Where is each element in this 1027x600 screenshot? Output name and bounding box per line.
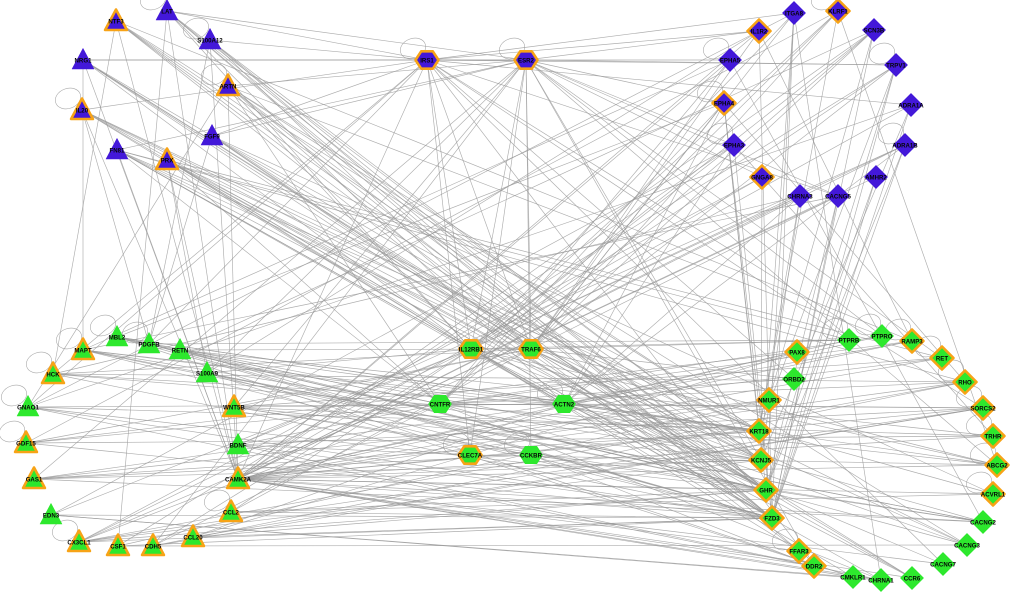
svg-text:KLRF1: KLRF1 bbox=[828, 8, 848, 15]
svg-text:FFAR3: FFAR3 bbox=[789, 548, 809, 555]
svg-text:WNT5B: WNT5B bbox=[223, 404, 245, 411]
svg-text:CHRNA3: CHRNA3 bbox=[787, 193, 813, 200]
svg-text:CACNG7: CACNG7 bbox=[930, 561, 956, 568]
svg-text:NMUR1: NMUR1 bbox=[758, 397, 780, 404]
svg-text:RET: RET bbox=[936, 355, 948, 362]
svg-text:MAPT: MAPT bbox=[74, 347, 92, 354]
svg-text:CDH5: CDH5 bbox=[145, 543, 162, 550]
svg-text:GDF15: GDF15 bbox=[16, 440, 36, 447]
svg-text:CACNG5: CACNG5 bbox=[825, 193, 851, 200]
svg-text:CAMK2A: CAMK2A bbox=[225, 476, 252, 483]
svg-text:CCL20: CCL20 bbox=[183, 534, 203, 541]
svg-text:PTPRO: PTPRO bbox=[872, 333, 893, 340]
svg-text:ITGA8: ITGA8 bbox=[785, 10, 804, 17]
svg-text:IL1R2: IL1R2 bbox=[751, 28, 768, 35]
svg-text:GHR: GHR bbox=[759, 487, 773, 494]
svg-text:CSF1: CSF1 bbox=[110, 543, 126, 550]
svg-text:TRHR: TRHR bbox=[985, 433, 1003, 440]
svg-text:BDNF: BDNF bbox=[230, 442, 247, 449]
svg-text:CLEC7A: CLEC7A bbox=[458, 452, 483, 459]
svg-text:CCL2: CCL2 bbox=[223, 509, 240, 516]
svg-text:GNAO1: GNAO1 bbox=[17, 404, 39, 411]
svg-text:S100A9: S100A9 bbox=[196, 370, 219, 377]
svg-text:PRX: PRX bbox=[161, 157, 174, 164]
svg-text:ADRA1B: ADRA1B bbox=[892, 142, 918, 149]
svg-text:GAS1: GAS1 bbox=[26, 476, 43, 483]
svg-text:SORCS2: SORCS2 bbox=[970, 405, 996, 412]
svg-text:SCN3B: SCN3B bbox=[864, 27, 885, 34]
svg-text:PTPRB: PTPRB bbox=[839, 337, 860, 344]
svg-text:EPHA5: EPHA5 bbox=[720, 57, 741, 64]
svg-text:CCKBR: CCKBR bbox=[520, 452, 543, 459]
svg-text:IL12RB1: IL12RB1 bbox=[459, 346, 484, 353]
svg-text:ACVRL1: ACVRL1 bbox=[981, 491, 1006, 498]
svg-text:DDR2: DDR2 bbox=[806, 563, 823, 570]
svg-text:PDGFB: PDGFB bbox=[138, 341, 160, 348]
svg-text:CACNG2: CACNG2 bbox=[970, 519, 996, 526]
svg-text:ARTN: ARTN bbox=[220, 83, 237, 90]
svg-text:CX3CL1: CX3CL1 bbox=[67, 539, 91, 546]
svg-text:AMHR2: AMHR2 bbox=[865, 174, 887, 181]
svg-text:CMKLR1: CMKLR1 bbox=[840, 574, 866, 581]
svg-text:TRAF6: TRAF6 bbox=[521, 346, 541, 353]
svg-text:LAT: LAT bbox=[161, 8, 173, 15]
svg-text:RETN: RETN bbox=[172, 347, 189, 354]
svg-text:RAMP3: RAMP3 bbox=[901, 338, 923, 345]
svg-text:CACNG3: CACNG3 bbox=[954, 542, 980, 549]
svg-text:CNTFR: CNTFR bbox=[430, 401, 451, 408]
svg-text:FZD3: FZD3 bbox=[764, 515, 780, 522]
svg-text:KCNJ5: KCNJ5 bbox=[751, 457, 772, 464]
svg-text:KRT18: KRT18 bbox=[749, 428, 769, 435]
svg-text:EPHA4: EPHA4 bbox=[714, 100, 735, 107]
svg-text:MBL2: MBL2 bbox=[109, 334, 126, 341]
svg-text:EPHA3: EPHA3 bbox=[724, 142, 745, 149]
svg-text:HCK: HCK bbox=[46, 371, 60, 378]
svg-text:PAX8: PAX8 bbox=[789, 349, 805, 356]
svg-text:ABCG2: ABCG2 bbox=[986, 462, 1008, 469]
svg-text:CCR6: CCR6 bbox=[904, 575, 921, 582]
svg-text:NTF3: NTF3 bbox=[108, 18, 124, 25]
svg-text:RHO: RHO bbox=[958, 379, 972, 386]
svg-text:ORBD2: ORBD2 bbox=[783, 376, 805, 383]
svg-text:FN81: FN81 bbox=[110, 147, 126, 154]
svg-text:ADRA1A: ADRA1A bbox=[898, 102, 924, 109]
svg-text:ACTN2: ACTN2 bbox=[554, 401, 575, 408]
svg-text:ESR2: ESR2 bbox=[518, 57, 535, 64]
svg-text:EDN3: EDN3 bbox=[43, 512, 60, 519]
svg-text:IRS1: IRS1 bbox=[420, 57, 434, 64]
svg-text:CHRNA1: CHRNA1 bbox=[868, 577, 894, 584]
svg-text:FGF9: FGF9 bbox=[204, 133, 220, 140]
svg-text:GNGA8: GNGA8 bbox=[751, 174, 773, 181]
svg-text:S100A12: S100A12 bbox=[197, 37, 223, 44]
svg-text:TRPV1: TRPV1 bbox=[886, 62, 906, 69]
svg-text:NRG1: NRG1 bbox=[75, 57, 93, 64]
svg-text:IL20: IL20 bbox=[76, 107, 89, 114]
